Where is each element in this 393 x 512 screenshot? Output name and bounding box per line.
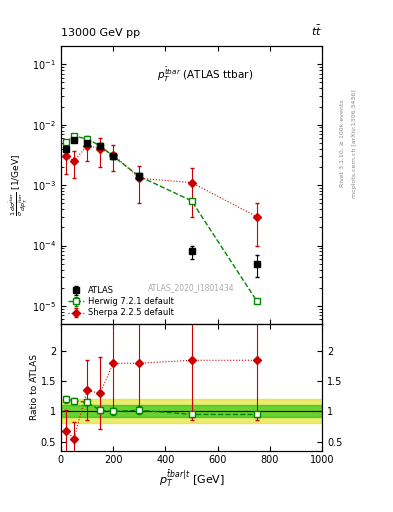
Text: 13000 GeV pp: 13000 GeV pp [61,28,140,38]
Legend: ATLAS, Herwig 7.2.1 default, Sherpa 2.2.5 default: ATLAS, Herwig 7.2.1 default, Sherpa 2.2.… [65,284,176,320]
Text: $p_T^{\bar{t}bar}$ (ATLAS ttbar): $p_T^{\bar{t}bar}$ (ATLAS ttbar) [156,66,253,84]
Text: $t\bar{t}$: $t\bar{t}$ [311,24,322,38]
Text: mcplots.cern.ch [arXiv:1306.3436]: mcplots.cern.ch [arXiv:1306.3436] [352,89,357,198]
Text: ATLAS_2020_I1801434: ATLAS_2020_I1801434 [148,284,235,292]
Y-axis label: Ratio to ATLAS: Ratio to ATLAS [30,354,39,420]
Y-axis label: $\frac{1}{\sigma}\frac{d\sigma^{\bar{t}bar}}{dp^{\bar{t}bar}_T}$ [1/GeV]: $\frac{1}{\sigma}\frac{d\sigma^{\bar{t}b… [8,154,31,216]
X-axis label: $p^{\bar{t}bar|t}_T$ [GeV]: $p^{\bar{t}bar|t}_T$ [GeV] [159,468,224,489]
Text: Rivet 3.1.10, ≥ 100k events: Rivet 3.1.10, ≥ 100k events [340,99,345,187]
